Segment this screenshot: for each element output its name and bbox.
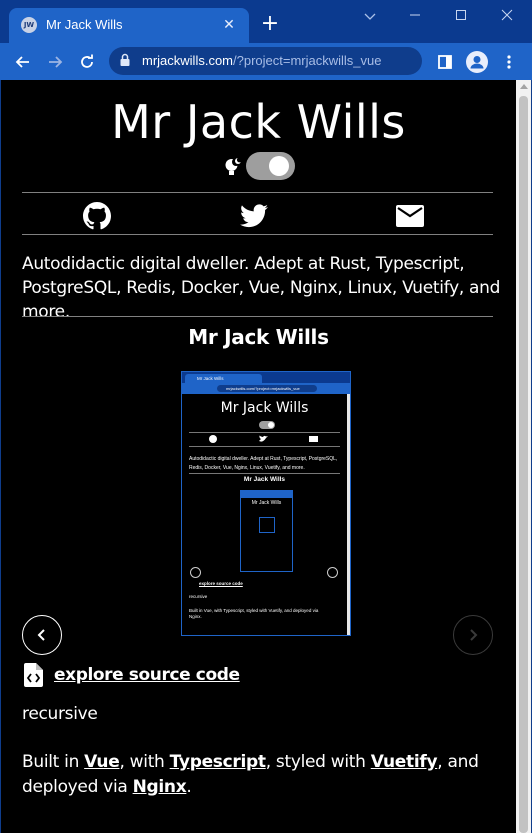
toggle-knob[interactable] (269, 156, 289, 176)
file-code-icon (24, 663, 43, 687)
page-scrollbar[interactable] (516, 80, 531, 833)
minimize-icon (410, 14, 420, 16)
minimize-button[interactable] (400, 5, 430, 27)
preview-titlebar: Mr Jack Wills (182, 372, 350, 383)
avatar-icon (466, 51, 488, 73)
side-panel-button[interactable] (432, 49, 458, 75)
built-styled: , styled with (265, 752, 371, 772)
preview-next-icon (327, 567, 338, 578)
vuetify-link[interactable]: Vuetify (370, 752, 438, 772)
preview-github-icon (209, 435, 217, 443)
preview-page: Mr Jack Wills Autodidactic digital dwell… (182, 394, 347, 635)
explore-source-link[interactable]: explore source code (24, 663, 240, 687)
page-viewport: Mr Jack Wills Autodidactic digital dwell… (1, 80, 516, 833)
tab-close-button[interactable]: ✕ (223, 16, 235, 32)
twitter-link[interactable] (239, 202, 269, 230)
preview-divider (189, 473, 340, 474)
tab-favicon-icon: JW (21, 17, 37, 33)
close-icon (501, 9, 513, 21)
preview-mail-icon (309, 436, 318, 442)
built-with-text: Built in Vue, with Typescript, styled wi… (22, 750, 492, 800)
built-with: , with (119, 752, 170, 772)
preview-divider (189, 432, 340, 433)
maximize-button[interactable] (446, 5, 476, 27)
project-tagline: recursive (22, 704, 98, 724)
side-panel-icon (438, 55, 452, 69)
built-deployed: , and deployed via (22, 752, 479, 797)
tab-search-button[interactable] (355, 5, 385, 27)
address-bar[interactable]: mrjackwills.com/?project=mrjackwills_vue (109, 47, 422, 75)
new-tab-button[interactable]: + (260, 11, 280, 36)
lock-icon (119, 53, 131, 72)
vue-link[interactable]: Vue (84, 752, 120, 772)
preview-tab-title: Mr Jack Wills (185, 374, 262, 383)
theme-toggle[interactable] (223, 152, 297, 180)
site-title: Mr Jack Wills (111, 95, 406, 149)
preview-built-text: Built in Vue, with Typescript, styled wi… (189, 608, 319, 619)
preview-bio: Autodidactic digital dweller. Adept at R… (189, 456, 338, 471)
reload-icon (81, 54, 93, 68)
preview-inner-screenshot: Mr Jack Wills (240, 490, 293, 572)
url-text: mrjackwills.com/?project=mrjackwills_vue (142, 53, 381, 69)
preview-project-title: Mr Jack Wills (243, 476, 286, 483)
github-link[interactable] (82, 202, 112, 230)
bio-text: Autodidactic digital dweller. Adept at R… (22, 254, 501, 322)
preview-inner-heading: Mr Jack Wills (251, 500, 282, 506)
preview-tagline: recursive (189, 594, 208, 599)
arrow-right-icon (49, 56, 63, 68)
url-host: mrjackwills.com (142, 53, 233, 68)
preview-prev-icon (190, 567, 201, 578)
project-title: Mr Jack Wills (188, 325, 329, 349)
menu-button[interactable] (496, 49, 522, 75)
email-link[interactable] (395, 202, 425, 230)
nginx-link[interactable]: Nginx (132, 777, 187, 797)
browser-titlebar: JW Mr Jack Wills ✕ + (0, 0, 532, 43)
preview-twitter-icon (259, 435, 268, 442)
mail-icon (396, 205, 424, 227)
divider (22, 234, 493, 235)
preview-toggle (259, 421, 275, 429)
forward-button[interactable] (42, 49, 68, 75)
explore-source-label[interactable]: explore source code (54, 665, 240, 685)
preview-source-link: explore source code (199, 581, 243, 586)
url-path: /?project=mrjackwills_vue (233, 53, 382, 68)
chevron-down-icon (364, 13, 376, 20)
twitter-icon (240, 204, 268, 228)
window-close-button[interactable] (492, 5, 522, 27)
preview-divider (189, 446, 340, 447)
built-prefix: Built in (22, 752, 85, 772)
more-vertical-icon (507, 55, 511, 69)
divider (22, 316, 493, 317)
next-project-button[interactable] (453, 615, 493, 655)
tab-title: Mr Jack Wills (46, 17, 123, 32)
scroll-up-arrow-icon[interactable] (520, 84, 528, 89)
back-button[interactable] (10, 49, 36, 75)
scrollbar-thumb[interactable] (519, 96, 528, 833)
divider (22, 192, 493, 193)
github-icon (83, 202, 111, 230)
reload-button[interactable] (74, 49, 100, 75)
arrow-left-icon (15, 56, 29, 68)
browser-toolbar: mrjackwills.com/?project=mrjackwills_vue (0, 43, 532, 80)
preview-url: mrjackwills.com/?project=mrjackwills_vue (217, 385, 317, 392)
maximize-icon (456, 10, 466, 20)
lightbulb-moon-icon (225, 157, 243, 175)
preview-heading: Mr Jack Wills (220, 400, 309, 416)
previous-project-button[interactable] (22, 615, 62, 655)
typescript-link[interactable]: Typescript (169, 752, 266, 772)
browser-tab[interactable]: JW Mr Jack Wills ✕ (9, 8, 249, 43)
chevron-left-icon (37, 629, 45, 641)
chevron-right-icon (470, 629, 478, 641)
built-end: . (186, 777, 192, 797)
preview-scrollbar (347, 394, 350, 635)
profile-button[interactable] (464, 49, 490, 75)
preview-toolbar: mrjackwills.com/?project=mrjackwills_vue (182, 383, 350, 394)
project-screenshot[interactable]: Mr Jack Wills mrjackwills.com/?project=m… (181, 371, 351, 636)
